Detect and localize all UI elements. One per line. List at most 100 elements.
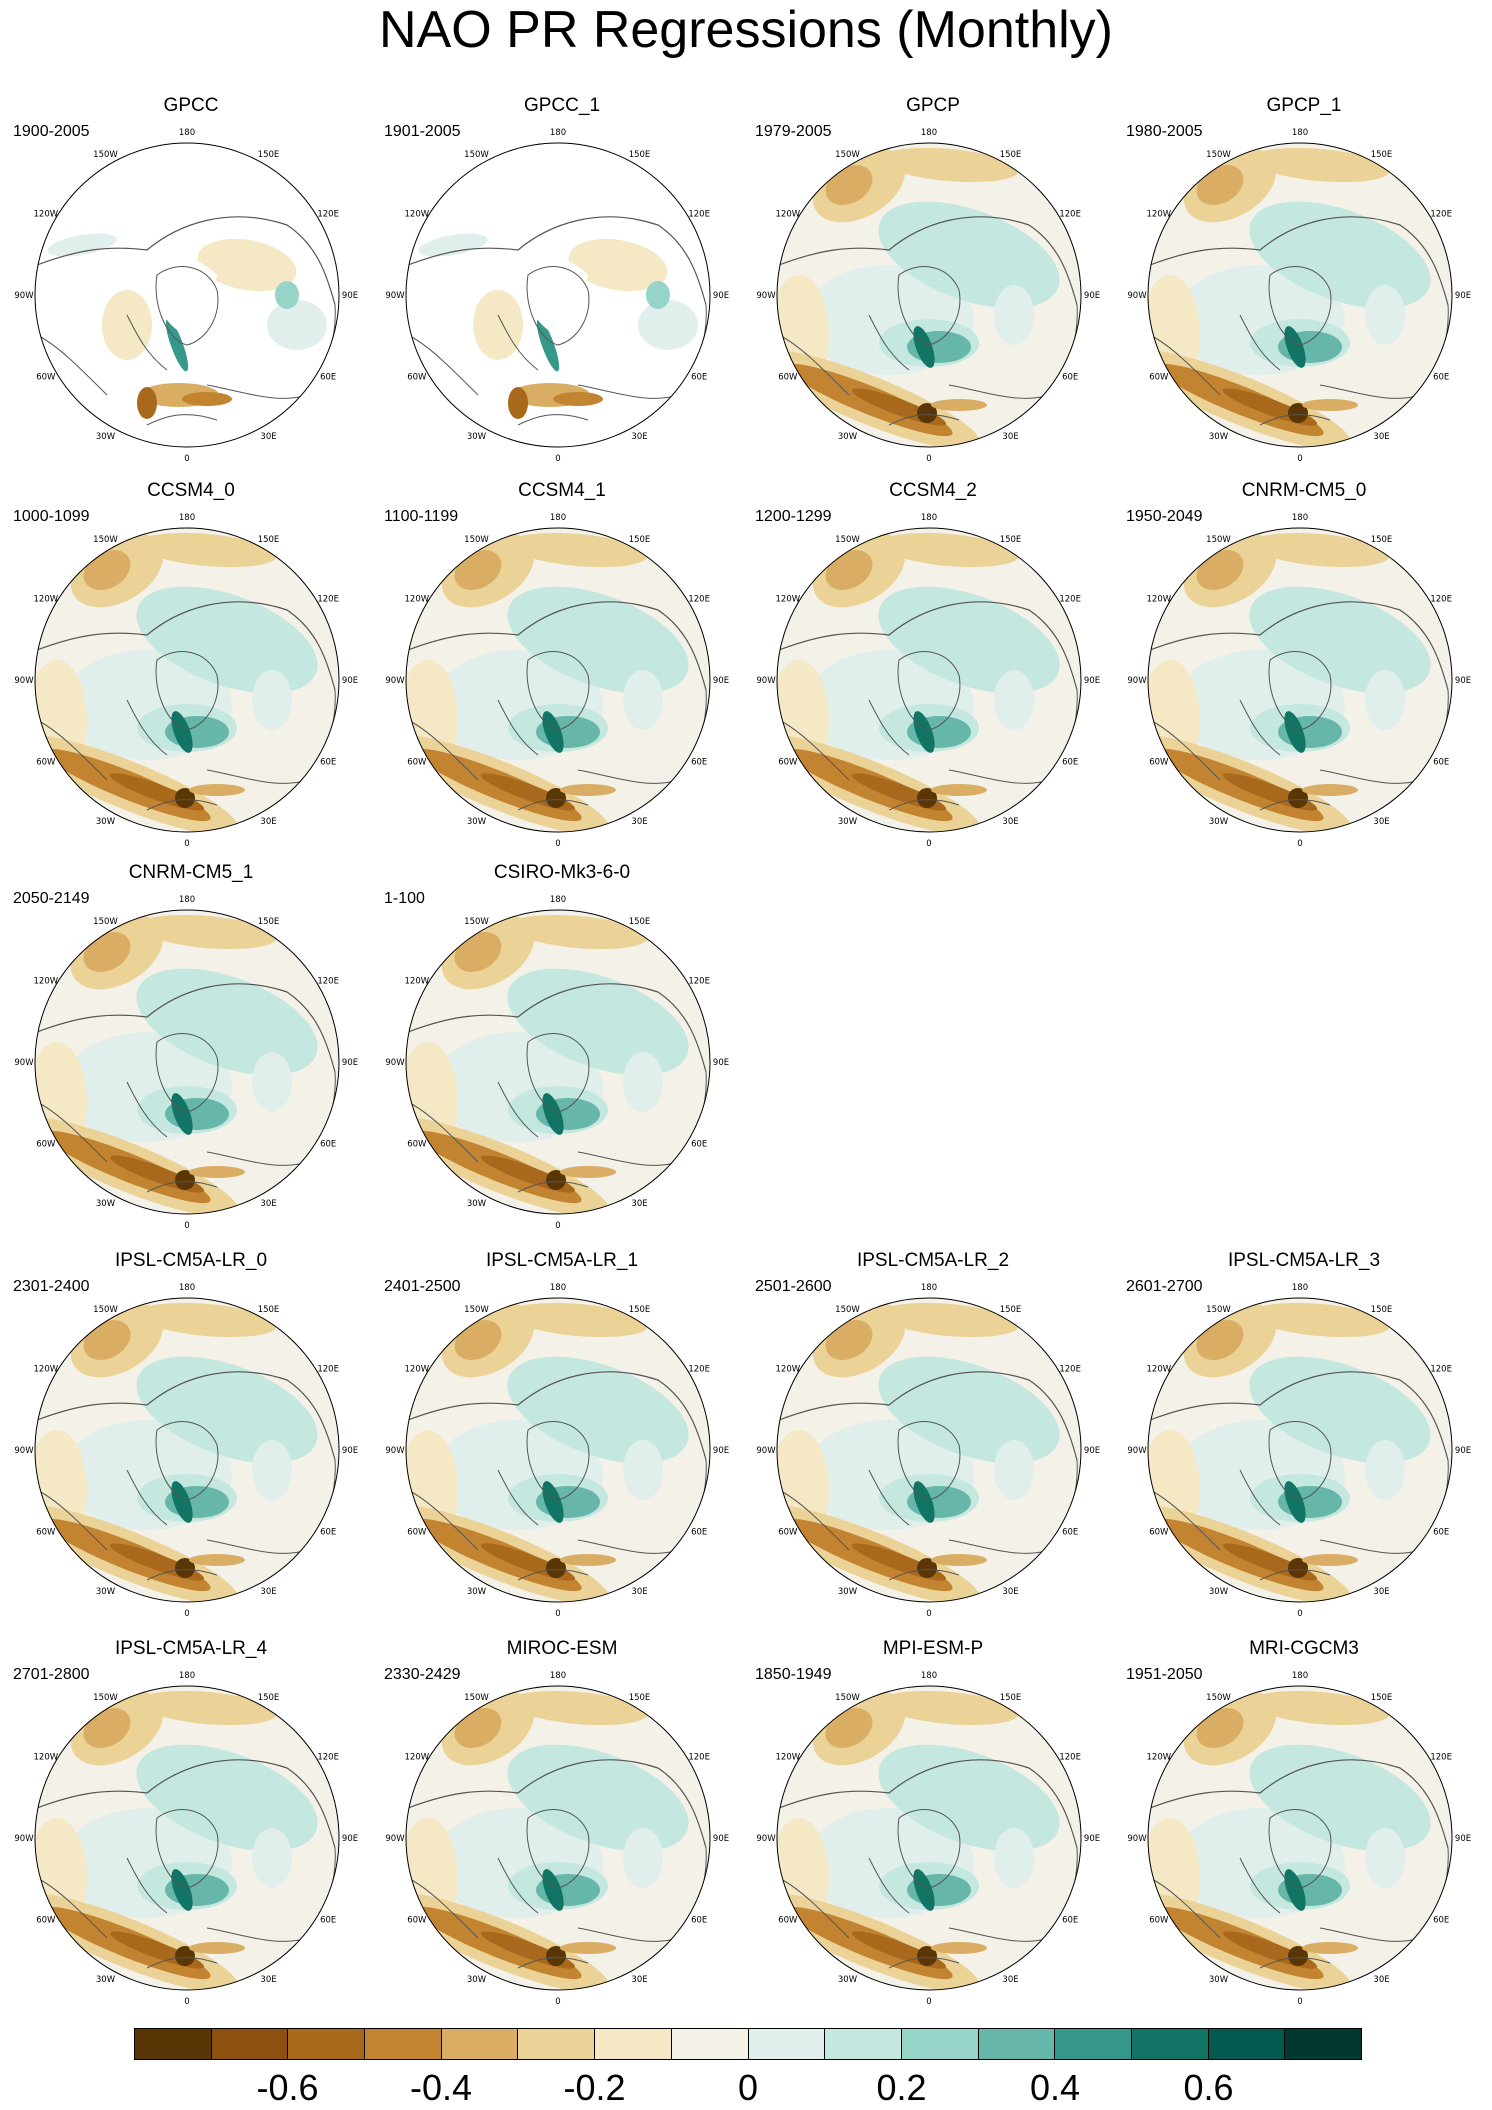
polar-map: 180 150E 120E 90E 60E 30E 0 30W 60W 90W 120W 150W (385, 1283, 729, 1619)
coastline (407, 601, 707, 691)
anomaly-field (508, 1302, 648, 1338)
anomaly-field (1288, 1946, 1308, 1966)
anomaly-field (175, 1946, 195, 1966)
colorbar-swatch (1055, 2029, 1132, 2059)
panel-title: CNRM-CM5_0 (1241, 480, 1367, 501)
greenland-coastline (1268, 266, 1332, 346)
anomaly-field (1196, 165, 1244, 205)
panel-title: MIROC-ESM (506, 1638, 618, 1659)
longitude-label: 120E (1430, 1753, 1452, 1763)
anomaly-field (917, 788, 937, 808)
map-border (34, 142, 340, 448)
greenland-coastline (526, 1033, 590, 1113)
coastline (1149, 719, 1331, 811)
coastline (1149, 601, 1449, 691)
longitude-label: 60W (36, 758, 56, 768)
longitude-label: 30E (260, 817, 276, 827)
longitude-label: 30E (1373, 817, 1389, 827)
colorbar-tick-label: 0.6 (1183, 2067, 1234, 2108)
anomaly-field (189, 1166, 245, 1178)
coastline (407, 1759, 707, 1849)
anomaly-field (137, 1302, 277, 1338)
anomaly-field (1365, 1440, 1405, 1500)
longitude-label: 180 (179, 128, 195, 138)
longitude-label: 150W (835, 535, 860, 545)
land-anomaly (197, 238, 297, 292)
longitude-label: 30W (838, 1975, 858, 1985)
anomaly-field (1250, 1302, 1390, 1338)
panel-years: 2330-2429 (384, 1666, 461, 1683)
longitude-label: 150E (258, 1693, 280, 1703)
greenland-coastline (155, 1421, 219, 1501)
anomaly-field (1288, 403, 1308, 423)
longitude-label: 120E (688, 210, 710, 220)
longitude-label: 0 (555, 1997, 560, 2007)
longitude-label: 0 (184, 1221, 189, 1231)
anomaly-field (508, 532, 648, 568)
anomaly-field (1288, 1558, 1308, 1578)
anomaly-field (879, 147, 1019, 183)
colorbar-tick-label: 0.4 (1029, 2067, 1081, 2108)
coastline (407, 719, 589, 811)
map-border (405, 527, 711, 833)
coastline (1149, 334, 1331, 426)
longitude-label: 120E (688, 595, 710, 605)
map-panel: 180 150E 120E 90E 60E 30E 0 30W 60W 90W 120W 150W CC… (376, 480, 748, 860)
longitude-label: 120E (1430, 1365, 1452, 1375)
longitude-label: 180 (550, 128, 566, 138)
polar-map: 180 150E 120E 90E 60E 30E 0 30W 60W 90W 120W 150W (385, 1671, 729, 2007)
land-anomaly (418, 233, 488, 257)
anomaly-field (623, 670, 663, 730)
anomaly-field (83, 932, 131, 972)
longitude-label: 150W (1206, 1305, 1231, 1315)
longitude-label: 60E (1062, 758, 1078, 768)
anomaly-field (879, 1302, 1019, 1338)
longitude-label: 0 (926, 1997, 931, 2007)
longitude-label: 150W (464, 1693, 489, 1703)
anomaly-field (1250, 147, 1390, 183)
colorbar-swatch (671, 2029, 749, 2059)
panel-years: 1950-2049 (1126, 508, 1203, 525)
longitude-label: 30W (467, 1587, 487, 1597)
panel-years: 1850-1949 (755, 1666, 832, 1683)
longitude-label: 150E (1000, 535, 1022, 545)
colorbar-swatch (1131, 2029, 1209, 2059)
polar-map: 180 150E 120E 90E 60E 30E 0 30W 60W 90W 120W 150W (14, 513, 358, 849)
longitude-label: 90W (385, 1058, 405, 1068)
map-panel: 180 150E 120E 90E 60E 30E 0 30W 60W 90W 120W 150W IP… (747, 1250, 1119, 1630)
anomaly-field (560, 1554, 616, 1566)
longitude-label: 60E (320, 1916, 336, 1926)
longitude-label: 0 (555, 839, 560, 849)
greenland-coastline (526, 651, 590, 731)
greenland-mask (518, 257, 588, 335)
longitude-label: 90W (385, 1446, 405, 1456)
panel-years: 2501-2600 (755, 1278, 832, 1295)
longitude-label: 60W (36, 1528, 56, 1538)
anomaly-field (189, 1554, 245, 1566)
greenland-coastline (1268, 1809, 1332, 1889)
longitude-label: 120E (317, 1753, 339, 1763)
panel-years: 1-100 (384, 890, 425, 907)
map-panel: 180 150E 120E 90E 60E 30E 0 30W 60W 90W 120W 150W MR… (1118, 1638, 1490, 2018)
longitude-label: 30W (1209, 1587, 1229, 1597)
panel-title: IPSL-CM5A-LR_2 (856, 1250, 1010, 1271)
land-anomaly (568, 238, 668, 292)
anomaly-field (171, 711, 193, 753)
longitude-label: 30W (1209, 432, 1229, 442)
longitude-label: 90W (14, 676, 34, 686)
longitude-label: 30W (838, 1587, 858, 1597)
longitude-label: 0 (555, 1221, 560, 1231)
greenland-coastline (897, 1421, 961, 1501)
longitude-label: 30W (96, 817, 116, 827)
map-border (1147, 527, 1453, 833)
greenland-coastline (155, 266, 219, 346)
greenland-coastline (155, 1809, 219, 1889)
longitude-label: 60W (36, 373, 56, 383)
anomaly-field (879, 532, 1019, 568)
land-anomaly (508, 387, 528, 419)
polar-map: 180 150E 120E 90E 60E 30E 0 30W 60W 90W 120W 150W (756, 513, 1100, 849)
anomaly-field (175, 1558, 195, 1578)
longitude-label: 0 (555, 454, 560, 464)
map-panel: 180 150E 120E 90E 60E 30E 0 30W 60W 90W 120W 150W CN… (1118, 480, 1490, 860)
longitude-label: 60E (691, 758, 707, 768)
